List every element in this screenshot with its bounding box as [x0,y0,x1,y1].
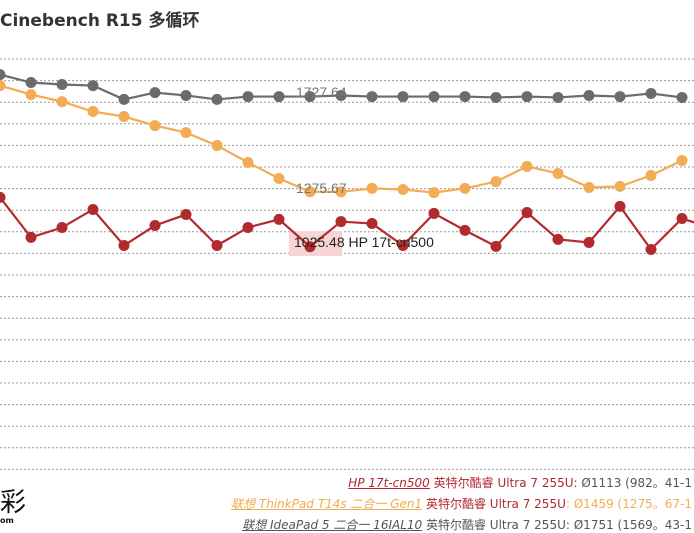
data-point [56,78,68,90]
legend-device[interactable]: 联想 IdeaPad 5 二合一 16IAL10 [242,518,423,532]
legend-item-thinkpad[interactable]: 联想 ThinkPad T14s 二合一 Gen1 英特尔酷睿 Ultra 7 … [231,495,692,512]
series-line [0,84,683,194]
data-point [397,91,409,103]
data-point [645,169,657,181]
data-point [428,207,440,219]
data-point [583,182,595,194]
data-point [366,182,378,194]
data-point [490,176,502,188]
data-point [25,77,37,89]
data-point [118,111,130,123]
data-point [87,203,99,215]
data-point [335,89,347,101]
data-point [304,186,316,198]
data-point [459,182,471,194]
data-point [552,233,564,245]
data-point [149,120,161,132]
data-point [211,93,223,105]
data-point [428,91,440,103]
data-point [676,154,688,166]
legend-item-hp[interactable]: HP 17t-cn500 英特尔酷睿 Ultra 7 255U: Ø1113 (… [348,474,692,491]
data-label: 1727.64 [296,84,347,100]
data-point [118,240,130,252]
data-point [521,91,533,103]
data-point [335,186,347,198]
legend-device[interactable]: HP 17t-cn500 [348,476,430,490]
data-point [521,160,533,172]
data-point [676,91,688,103]
data-point [366,91,378,103]
data-point [428,187,440,199]
data-point [490,240,502,252]
data-point [242,156,254,168]
legend-stats: : Ø1751 (1569。43-1 [565,518,692,532]
data-point [614,200,626,212]
data-label: 1025.48 HP 17t-cn500 [294,234,434,250]
data-point [583,236,595,248]
data-point [0,80,6,92]
data-point [397,240,409,252]
data-point [149,220,161,232]
data-point [304,91,316,103]
legend-stats: : Ø1113 (982。41-1 [573,476,692,490]
logo-sub: om [0,516,14,525]
data-point [242,91,254,103]
legend-stats: : Ø1459 (1275。67-1 [565,497,692,511]
data-point [459,91,471,103]
data-point [645,243,657,255]
data-point [676,212,688,224]
data-point [56,96,68,108]
legend-item-ideapad[interactable]: 联想 IdeaPad 5 二合一 16IAL10 英特尔酷睿 Ultra 7 2… [242,516,692,533]
data-point [552,91,564,103]
data-point [180,127,192,139]
data-point [521,207,533,219]
legend-cpu: 英特尔酷睿 Ultra 7 255U [433,476,574,490]
data-point [645,87,657,99]
data-point [552,167,564,179]
data-point [25,231,37,243]
data-point [211,140,223,152]
data-point [335,216,347,228]
data-point [614,91,626,103]
data-point [304,241,316,253]
data-point [273,173,285,185]
series-line [0,196,694,252]
data-point [180,89,192,101]
data-point [614,180,626,192]
data-point [0,69,6,81]
logo: 彩 [0,488,27,518]
data-point [459,224,471,236]
data-point [149,87,161,99]
data-point [0,191,6,203]
legend-cpu: 英特尔酷睿 Ultra 7 255U [425,497,566,511]
data-point [87,106,99,118]
data-point [118,93,130,105]
data-point [583,89,595,101]
data-point [87,80,99,92]
legend-device[interactable]: 联想 ThinkPad T14s 二合一 Gen1 [231,497,423,511]
data-point [242,221,254,233]
data-point [397,183,409,195]
data-point [211,240,223,252]
chart-title: Cinebench R15 多循环 [0,11,200,31]
data-point [273,213,285,225]
data-point [25,89,37,101]
data-point [490,91,502,103]
data-point [273,91,285,103]
data-point [180,209,192,221]
legend-cpu: 英特尔酷睿 Ultra 7 255U [425,518,566,532]
data-label: 1275.67 [296,180,347,196]
data-point [366,218,378,230]
data-point [56,221,68,233]
